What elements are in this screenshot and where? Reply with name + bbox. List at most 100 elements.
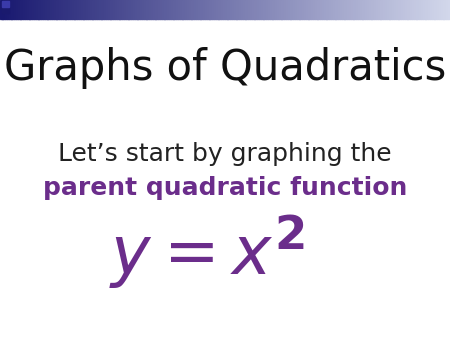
Bar: [304, 0, 306, 19]
Bar: [47, 0, 50, 19]
Bar: [448, 0, 450, 19]
Bar: [284, 0, 286, 19]
Bar: [43, 0, 45, 19]
Bar: [45, 0, 48, 19]
Bar: [36, 0, 39, 19]
Bar: [398, 0, 401, 19]
Bar: [63, 0, 66, 19]
Bar: [92, 0, 95, 19]
Bar: [104, 0, 106, 19]
Bar: [263, 0, 266, 19]
Bar: [155, 0, 158, 19]
Bar: [158, 0, 160, 19]
Bar: [367, 0, 369, 19]
Bar: [184, 0, 187, 19]
Bar: [360, 0, 363, 19]
Bar: [234, 0, 237, 19]
Bar: [317, 0, 320, 19]
Bar: [290, 0, 293, 19]
Bar: [266, 0, 268, 19]
Bar: [25, 0, 27, 19]
Bar: [117, 0, 120, 19]
Bar: [20, 0, 23, 19]
Bar: [324, 0, 327, 19]
Bar: [407, 0, 410, 19]
Bar: [299, 0, 302, 19]
Bar: [214, 0, 216, 19]
Bar: [380, 0, 383, 19]
Bar: [122, 0, 124, 19]
Text: parent quadratic function: parent quadratic function: [43, 175, 407, 200]
Bar: [378, 0, 381, 19]
Bar: [137, 0, 140, 19]
Bar: [335, 0, 338, 19]
Bar: [356, 0, 358, 19]
Bar: [54, 0, 57, 19]
Bar: [176, 0, 178, 19]
Bar: [88, 0, 90, 19]
Bar: [153, 0, 156, 19]
Bar: [376, 0, 378, 19]
Bar: [374, 0, 376, 19]
Bar: [94, 0, 97, 19]
Bar: [74, 0, 77, 19]
Bar: [194, 0, 196, 19]
Bar: [418, 0, 421, 19]
Bar: [389, 0, 392, 19]
Bar: [106, 0, 108, 19]
Bar: [342, 0, 345, 19]
Bar: [326, 0, 329, 19]
Bar: [133, 0, 135, 19]
Bar: [110, 0, 113, 19]
Bar: [236, 0, 239, 19]
Bar: [432, 0, 435, 19]
Bar: [245, 0, 248, 19]
Bar: [2, 1, 9, 7]
Bar: [241, 0, 243, 19]
Bar: [416, 0, 419, 19]
Bar: [274, 0, 277, 19]
Bar: [315, 0, 318, 19]
Bar: [40, 0, 43, 19]
Bar: [38, 0, 41, 19]
Bar: [425, 0, 428, 19]
Bar: [405, 0, 408, 19]
Bar: [135, 0, 138, 19]
Bar: [108, 0, 111, 19]
Bar: [223, 0, 225, 19]
Bar: [178, 0, 180, 19]
Bar: [97, 0, 99, 19]
Bar: [248, 0, 250, 19]
Bar: [423, 0, 426, 19]
Bar: [220, 0, 223, 19]
Bar: [252, 0, 255, 19]
Bar: [83, 0, 86, 19]
Bar: [65, 0, 68, 19]
Bar: [7, 0, 9, 19]
Bar: [261, 0, 264, 19]
Bar: [254, 0, 257, 19]
Bar: [333, 0, 336, 19]
Bar: [281, 0, 284, 19]
Bar: [286, 0, 288, 19]
Bar: [16, 0, 18, 19]
Bar: [148, 0, 151, 19]
Bar: [308, 0, 311, 19]
Bar: [279, 0, 282, 19]
Bar: [189, 0, 192, 19]
Bar: [353, 0, 356, 19]
Bar: [346, 0, 349, 19]
Bar: [218, 0, 221, 19]
Bar: [126, 0, 129, 19]
Bar: [364, 0, 367, 19]
Bar: [250, 0, 252, 19]
Bar: [256, 0, 259, 19]
Bar: [216, 0, 219, 19]
Bar: [50, 0, 52, 19]
Bar: [403, 0, 405, 19]
Bar: [27, 0, 30, 19]
Bar: [2, 0, 5, 19]
Bar: [2, 6, 9, 13]
Bar: [130, 0, 133, 19]
Bar: [358, 0, 360, 19]
